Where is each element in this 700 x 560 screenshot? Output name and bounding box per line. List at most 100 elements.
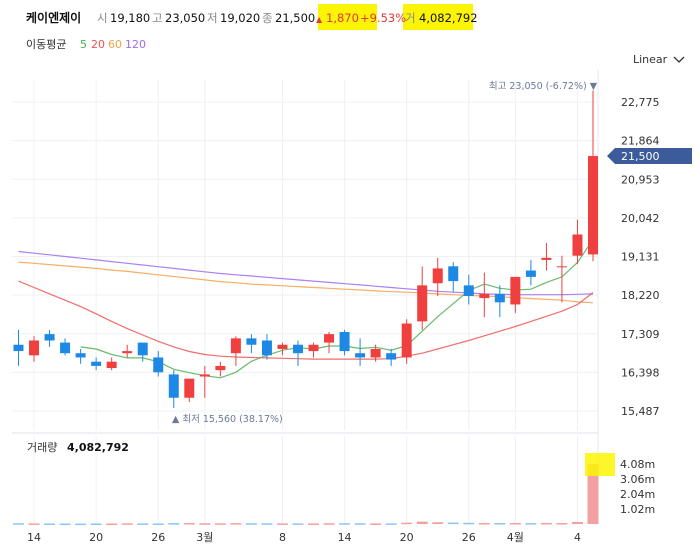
price-tick-label: 21,864 — [621, 135, 660, 148]
volume-bar — [245, 523, 257, 525]
ma-legend-label: 이동평균 — [26, 38, 66, 51]
low-label: 저 — [207, 11, 218, 25]
ma-legend-120[interactable]: 120 — [125, 38, 146, 51]
volume-bar — [478, 522, 490, 525]
moving-average-lines — [18, 239, 594, 379]
candle-body — [137, 342, 148, 356]
volume-label: 거 — [405, 11, 416, 25]
volume-bar — [230, 523, 242, 525]
date-tick-label: 8 — [279, 531, 286, 544]
price-tick-label: 15,487 — [621, 405, 660, 418]
candle-body — [401, 323, 412, 358]
volume-bar — [494, 523, 506, 525]
volume-grid — [33, 436, 578, 524]
candle-body — [184, 378, 195, 398]
volume-bar — [509, 522, 521, 525]
volume-bar — [152, 523, 164, 525]
candle-body — [91, 361, 102, 366]
volume-pane-value: 4,082,792 — [67, 441, 129, 454]
open-value: 19,180 — [110, 11, 150, 25]
candle-body — [13, 344, 24, 352]
candle-body — [510, 276, 521, 305]
price-tag-shape — [607, 148, 692, 164]
volume-bar — [416, 521, 428, 524]
close-label: 종 — [262, 11, 273, 25]
volume-bar — [385, 523, 397, 525]
scale-label[interactable]: Linear — [633, 53, 668, 66]
ohlc-header: 케이엔제이 시 19,180 고 23,050 저 19,020 종 21,50… — [26, 4, 478, 30]
candle-body — [292, 344, 303, 354]
ma-60-line — [18, 261, 594, 304]
volume-bar — [261, 523, 273, 525]
volume-bar — [106, 523, 118, 526]
volume-bar — [354, 523, 366, 525]
chevron-down-icon[interactable] — [673, 56, 685, 63]
volume-bar — [168, 523, 180, 525]
volume-highlight — [403, 4, 473, 30]
candle-body — [386, 353, 397, 360]
open-label: 시 — [97, 11, 108, 25]
candle-body — [122, 351, 133, 354]
candle-body — [355, 353, 366, 358]
date-tick-label: 4월 — [507, 531, 524, 544]
volume-bar — [339, 523, 351, 525]
candle-body — [324, 334, 335, 343]
date-tick-label: 20 — [400, 531, 414, 544]
candle-body — [370, 348, 381, 358]
volume-bar — [13, 523, 24, 525]
date-axis: 14 20 26 3월 8 14 20 26 4월 4 — [27, 531, 581, 544]
volume-tick-label: 4.08m — [620, 458, 655, 471]
ma-legend: 이동평균 5 20 60 120 — [26, 38, 146, 51]
price-tick-label: 20,042 — [621, 212, 660, 225]
volume-bar — [571, 521, 583, 524]
price-tick-label: 22,775 — [621, 96, 660, 109]
candle-body — [432, 268, 443, 284]
current-price-tag: 21,500 — [607, 148, 692, 164]
volume-bar — [44, 523, 56, 525]
price-tick-label: 16,398 — [621, 366, 660, 379]
scale-dropdown[interactable]: Linear — [633, 53, 685, 66]
volume-bars — [13, 463, 599, 526]
candle-body — [261, 340, 272, 356]
volume-tick-label: 2.04m — [620, 488, 655, 501]
candle-body — [60, 342, 71, 354]
volume-bar — [401, 522, 413, 525]
volume-bar — [432, 522, 444, 524]
volume-bar — [292, 523, 304, 525]
price-tick-label: 19,131 — [621, 251, 660, 264]
candle-body — [494, 293, 505, 303]
volume-pane-label: 거래량 — [27, 441, 57, 454]
date-tick-label: 14 — [338, 531, 352, 544]
high-label: 고 — [152, 11, 163, 25]
change-highlight — [318, 4, 377, 30]
ma-legend-5[interactable]: 5 — [80, 38, 87, 51]
candle-body — [75, 353, 86, 358]
volume-bar — [525, 523, 537, 525]
ma-legend-60[interactable]: 60 — [108, 38, 122, 51]
volume-bar — [28, 523, 40, 525]
candle-body — [277, 344, 288, 349]
candle-body — [525, 270, 536, 277]
volume-bar — [59, 523, 71, 526]
candle-body — [541, 257, 552, 260]
ma-5-line — [80, 239, 594, 379]
candle-body — [417, 285, 428, 322]
date-tick-label: 26 — [151, 531, 165, 544]
volume-bar — [121, 523, 133, 525]
volume-axis: 4.08m 3.06m 2.04m 1.02m — [620, 458, 655, 516]
max-price-annotation: 최고 23,050 (-6.72%) ▼ — [489, 81, 598, 92]
candle-body — [339, 332, 350, 352]
candle-body — [153, 357, 164, 373]
candle-body — [556, 266, 567, 268]
volume-bar — [137, 523, 149, 525]
price-tick-label: 17,309 — [621, 328, 660, 341]
volume-bar — [199, 523, 211, 525]
candle-body — [479, 293, 490, 299]
close-value: 21,500 — [275, 11, 315, 25]
candle-body — [246, 338, 257, 345]
ma-legend-20[interactable]: 20 — [91, 38, 105, 51]
candle-body — [572, 234, 583, 256]
volume-bar — [90, 523, 102, 526]
